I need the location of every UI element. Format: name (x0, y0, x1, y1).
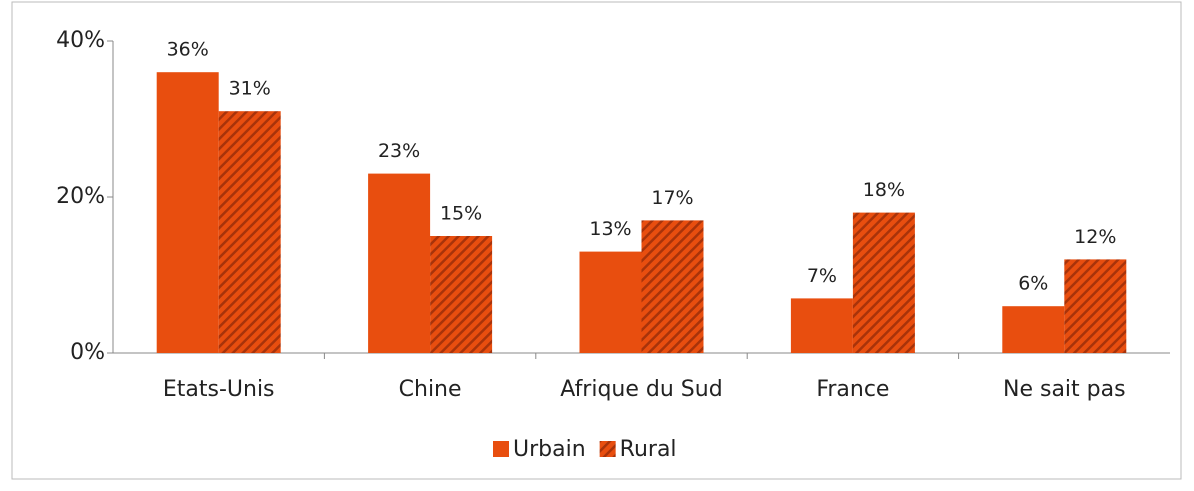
legend-label: Rural (620, 437, 677, 462)
data-label: 12% (1074, 226, 1116, 248)
legend-swatch (493, 441, 509, 457)
bar (430, 236, 493, 353)
data-label: 13% (589, 218, 631, 240)
y-tick-label: 20% (56, 184, 105, 209)
x-tick-label: Etats-Unis (163, 377, 275, 402)
bar (852, 212, 915, 353)
legend-label: Urbain (513, 437, 586, 462)
y-tick-label: 0% (70, 340, 105, 365)
data-label: 15% (440, 203, 482, 225)
data-label: 23% (378, 140, 420, 162)
data-label: 6% (1018, 273, 1048, 295)
data-label: 31% (229, 78, 271, 100)
x-tick-label: Ne sait pas (1003, 377, 1126, 402)
legend-swatch (599, 441, 616, 457)
bar (1002, 306, 1065, 353)
bar (1064, 259, 1127, 353)
x-tick-label: Afrique du Sud (560, 377, 722, 402)
x-tick-label: France (816, 377, 889, 402)
bar (368, 173, 431, 353)
x-tick-label: Chine (399, 377, 462, 402)
data-label: 17% (651, 187, 693, 209)
y-tick-label: 40% (56, 28, 105, 53)
bar (641, 220, 704, 353)
bar (218, 111, 281, 353)
bar (790, 298, 853, 353)
data-label: 36% (167, 39, 209, 61)
data-label: 18% (863, 179, 905, 201)
data-label: 7% (807, 265, 837, 287)
bar (579, 251, 642, 353)
bar (156, 72, 219, 353)
